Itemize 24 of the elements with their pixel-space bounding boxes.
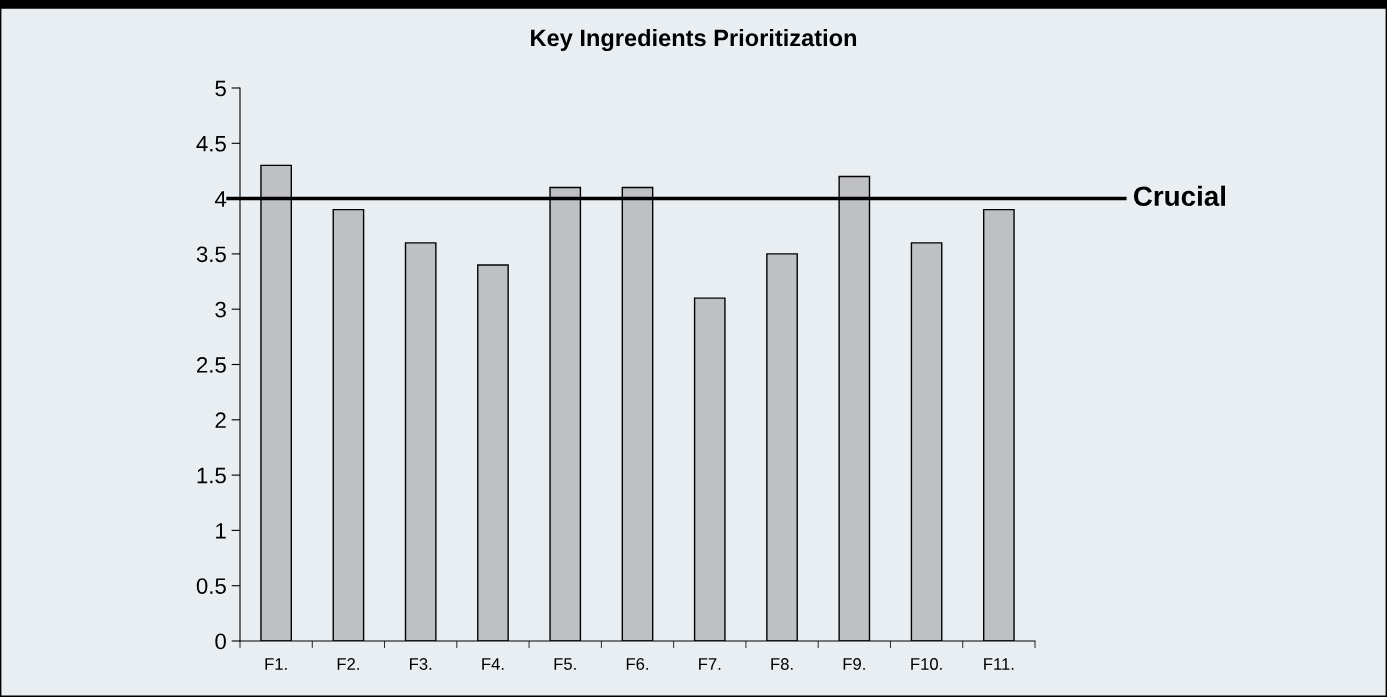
- y-tick-label: 4.5: [196, 136, 226, 152]
- y-tick-label: 2.5: [197, 357, 226, 373]
- x-tick-label: F2.: [337, 658, 359, 670]
- y-tick-label: 4: [214, 191, 227, 207]
- x-tick-label: F8.: [771, 658, 793, 670]
- y-tick-label: 3: [215, 301, 226, 318]
- x-tick-label: F6.: [626, 658, 649, 670]
- y-tick-label: 2: [215, 412, 226, 428]
- x-tick-label: F3.: [410, 658, 432, 670]
- y-tick-label: 0.5: [196, 578, 226, 594]
- x-tick-label: F1.: [265, 658, 287, 670]
- x-tick-label: F9.: [843, 658, 865, 670]
- y-tick-label: 1: [216, 523, 226, 539]
- x-tick-label: F11.: [984, 658, 1014, 670]
- y-tick-label: 0: [215, 633, 226, 650]
- x-tick-label: F4.: [482, 658, 504, 670]
- chart-title: Key Ingredients Prioritization: [531, 28, 857, 52]
- ref-line-label: Crucial: [1133, 185, 1225, 207]
- x-tick-label: F10.: [911, 658, 942, 670]
- y-tick-label: 5: [215, 80, 226, 97]
- x-tick-label: F7.: [699, 658, 721, 670]
- y-tick-label: 3.5: [196, 246, 226, 263]
- x-tick-label: F5.: [554, 658, 576, 670]
- y-tick-label: 1.5: [197, 467, 226, 484]
